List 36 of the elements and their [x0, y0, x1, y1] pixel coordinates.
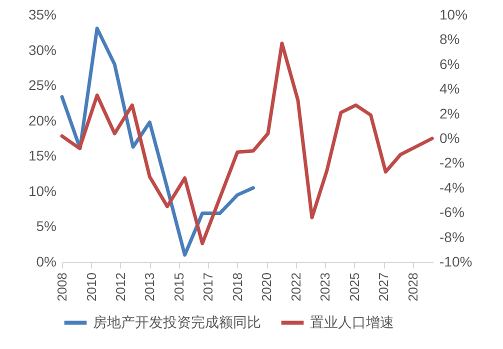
- y2-tick-label: -2%: [440, 154, 464, 171]
- y2-tick-label: -6%: [440, 204, 464, 220]
- y2-tick-label: 8%: [440, 31, 460, 48]
- x-tick-label: 2015: [172, 272, 186, 302]
- x-tick-label: 2013: [142, 272, 158, 302]
- y2-tick-label: -10%: [440, 254, 472, 270]
- y2-tick-label: 4%: [440, 80, 460, 97]
- x-tick-label: 2022: [288, 272, 304, 302]
- y2-tick-label: -4%: [440, 179, 464, 196]
- line-series: [60, 26, 255, 257]
- y-tick-label: 20%: [28, 112, 56, 128]
- y-tick-label: 0%: [36, 254, 56, 270]
- x-tick-label: 2008: [54, 272, 70, 302]
- y-tick-label: 35%: [28, 6, 56, 22]
- y-tick-label: 10%: [28, 182, 56, 199]
- legend-label: 房地产开发投资完成额同比: [93, 314, 261, 330]
- y-tick-label: 30%: [28, 42, 56, 58]
- x-tick-label: 2010: [84, 272, 99, 302]
- y2-tick-label: 2%: [440, 105, 460, 122]
- y2-tick-label: 0%: [440, 130, 460, 146]
- x-tick-label: 2020: [259, 272, 274, 302]
- x-tick-label: 2017: [200, 272, 216, 302]
- y2-tick-label: 10%: [440, 6, 468, 22]
- x-tick-label: 2028: [405, 272, 420, 302]
- line-series: [60, 42, 434, 246]
- legend-label: 置业人口增速: [310, 314, 394, 330]
- y-tick-label: 25%: [28, 77, 56, 94]
- y2-tick-label: 6%: [440, 56, 460, 72]
- x-tick-label: 2025: [346, 272, 362, 302]
- x-tick-label: 2023: [318, 272, 333, 302]
- x-tick-label: 2027: [376, 272, 392, 302]
- y2-tick-label: -8%: [440, 228, 464, 245]
- y-tick-label: 15%: [28, 148, 56, 164]
- x-tick-label: 2012: [112, 272, 128, 302]
- x-tick-label: 2018: [230, 272, 245, 302]
- y-tick-label: 5%: [36, 218, 56, 234]
